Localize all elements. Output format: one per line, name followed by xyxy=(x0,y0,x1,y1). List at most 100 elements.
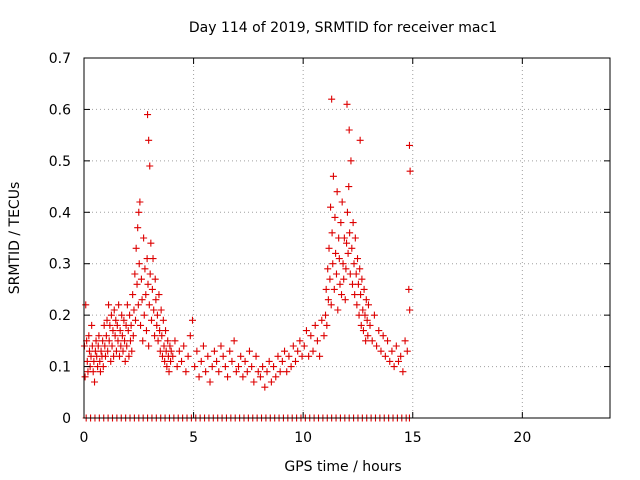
data-point xyxy=(126,311,134,319)
y-tick-label: 0.3 xyxy=(49,257,71,273)
data-point xyxy=(113,321,121,329)
data-point xyxy=(377,347,385,355)
data-point xyxy=(330,285,338,293)
data-point xyxy=(121,337,129,345)
data-point xyxy=(356,136,364,144)
data-point xyxy=(221,363,229,371)
data-point xyxy=(137,321,145,329)
data-point xyxy=(362,296,370,304)
data-point xyxy=(178,357,186,365)
data-point xyxy=(132,316,140,324)
data-point xyxy=(356,265,364,273)
data-point xyxy=(118,332,126,340)
y-tick-label: 0.4 xyxy=(49,205,71,221)
data-point xyxy=(237,352,245,360)
data-point xyxy=(138,296,146,304)
data-point xyxy=(379,332,387,340)
data-point xyxy=(311,321,319,329)
data-point xyxy=(197,357,205,365)
data-point xyxy=(294,347,302,355)
data-point xyxy=(291,357,299,365)
data-point xyxy=(154,337,162,345)
data-point xyxy=(146,162,154,170)
data-point xyxy=(110,352,118,360)
data-point xyxy=(169,352,177,360)
data-point xyxy=(405,141,413,149)
data-point xyxy=(335,255,343,263)
data-point xyxy=(370,311,378,319)
data-point xyxy=(195,373,203,381)
data-point xyxy=(401,337,409,345)
data-point xyxy=(129,291,137,299)
data-point xyxy=(182,368,190,376)
data-point xyxy=(259,363,267,371)
data-point xyxy=(313,337,321,345)
data-point xyxy=(345,126,353,134)
data-point xyxy=(118,311,126,319)
data-point xyxy=(352,270,360,278)
data-point xyxy=(366,321,374,329)
data-point xyxy=(318,316,326,324)
data-point xyxy=(81,373,89,381)
y-tick-label: 0.1 xyxy=(49,360,71,376)
data-point xyxy=(226,347,234,355)
data-point xyxy=(135,260,143,268)
data-point xyxy=(386,357,394,365)
data-point xyxy=(395,357,403,365)
data-point xyxy=(245,347,253,355)
data-point xyxy=(151,275,159,283)
data-point xyxy=(324,296,332,304)
data-point xyxy=(186,332,194,340)
data-point xyxy=(328,229,336,237)
data-point xyxy=(336,280,344,288)
data-point xyxy=(115,301,123,309)
data-point xyxy=(239,373,247,381)
data-point xyxy=(354,255,362,263)
data-point xyxy=(158,352,166,360)
data-point xyxy=(332,270,340,278)
data-point xyxy=(140,234,148,242)
data-point xyxy=(116,327,124,335)
data-point xyxy=(230,337,238,345)
data-point xyxy=(175,347,183,355)
data-point xyxy=(322,285,330,293)
data-point xyxy=(344,249,352,257)
y-tick-label: 0 xyxy=(62,411,71,427)
data-point xyxy=(334,306,342,314)
data-point xyxy=(156,347,164,355)
data-point xyxy=(296,337,304,345)
data-point xyxy=(104,347,112,355)
data-point xyxy=(112,347,120,355)
data-point xyxy=(105,337,113,345)
data-point xyxy=(360,285,368,293)
x-tick-label: 0 xyxy=(80,430,89,446)
data-point xyxy=(150,306,158,314)
data-point xyxy=(145,136,153,144)
data-point xyxy=(146,270,154,278)
data-point xyxy=(165,368,173,376)
data-point xyxy=(332,249,340,257)
data-point xyxy=(361,311,369,319)
data-point xyxy=(276,368,284,376)
data-point xyxy=(131,270,139,278)
data-point xyxy=(348,280,356,288)
data-point xyxy=(123,342,131,350)
data-point xyxy=(82,301,90,309)
data-point xyxy=(405,285,413,293)
data-point xyxy=(88,321,96,329)
data-point xyxy=(252,352,260,360)
data-point xyxy=(161,357,169,365)
data-point xyxy=(309,347,317,355)
data-point xyxy=(329,260,337,268)
data-point xyxy=(149,255,157,263)
data-point xyxy=(157,306,165,314)
data-point xyxy=(333,188,341,196)
data-point xyxy=(88,342,96,350)
data-point xyxy=(101,342,109,350)
data-point xyxy=(343,208,351,216)
data-point xyxy=(289,342,297,350)
data-point xyxy=(300,342,308,350)
data-point xyxy=(339,260,347,268)
data-point xyxy=(129,332,137,340)
data-point xyxy=(139,337,147,345)
